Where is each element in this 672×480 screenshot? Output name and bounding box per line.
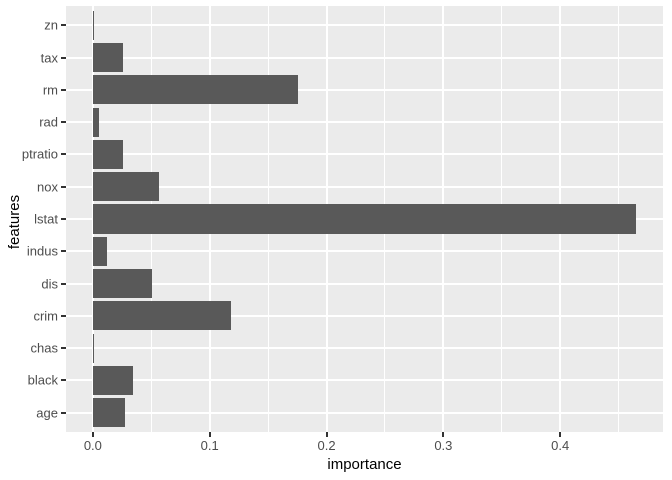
major-gridline-y bbox=[66, 153, 663, 156]
x-tick-label: 0.1 bbox=[200, 438, 219, 453]
y-tick-label-rm: rm bbox=[42, 82, 58, 98]
y-tick-mark bbox=[61, 379, 66, 382]
bar-black bbox=[92, 365, 133, 395]
bar-rm bbox=[92, 75, 299, 105]
y-tick-mark bbox=[61, 121, 66, 124]
major-gridline-y bbox=[66, 121, 663, 124]
x-tick-mark bbox=[325, 432, 328, 437]
y-tick-label-rad: rad bbox=[39, 114, 58, 130]
y-tick-mark bbox=[61, 24, 66, 27]
major-gridline-y bbox=[66, 282, 663, 285]
major-gridline-y bbox=[66, 411, 663, 414]
y-tick-label-age: age bbox=[36, 405, 58, 421]
y-tick-mark bbox=[61, 411, 66, 414]
x-tick-label: 0.3 bbox=[434, 438, 453, 453]
y-tick-mark bbox=[61, 153, 66, 156]
bar-chas bbox=[92, 333, 95, 363]
bar-zn bbox=[92, 10, 95, 40]
y-tick-label-tax: tax bbox=[40, 50, 58, 66]
bar-lstat bbox=[92, 204, 636, 234]
x-tick-mark bbox=[91, 432, 94, 437]
x-axis-title: importance bbox=[327, 456, 402, 473]
bar-dis bbox=[92, 269, 152, 299]
y-tick-label-crim: crim bbox=[33, 308, 58, 324]
bar-ptratio bbox=[92, 139, 123, 169]
y-tick-mark bbox=[61, 56, 66, 59]
y-tick-label-chas: chas bbox=[30, 340, 58, 356]
y-tick-label-zn: zn bbox=[44, 17, 58, 33]
major-gridline-y bbox=[66, 24, 663, 27]
bar-age bbox=[92, 398, 125, 428]
x-tick-mark bbox=[208, 432, 211, 437]
major-gridline-y bbox=[66, 185, 663, 188]
major-gridline-y bbox=[66, 88, 663, 91]
x-tick-mark bbox=[442, 432, 445, 437]
major-gridline-y bbox=[66, 56, 663, 59]
y-tick-label-lstat: lstat bbox=[34, 211, 58, 227]
x-tick-mark bbox=[559, 432, 562, 437]
bar-nox bbox=[92, 172, 159, 202]
bar-tax bbox=[92, 43, 124, 73]
y-tick-label-dis: dis bbox=[41, 276, 58, 292]
y-tick-label-ptratio: ptratio bbox=[21, 146, 58, 162]
major-gridline-y bbox=[66, 314, 663, 317]
y-tick-label-indus: indus bbox=[26, 243, 58, 259]
bar-indus bbox=[92, 236, 108, 266]
y-tick-mark bbox=[61, 347, 66, 350]
y-tick-mark bbox=[61, 218, 66, 220]
plot-panel bbox=[66, 6, 663, 432]
y-tick-mark bbox=[61, 282, 66, 285]
x-tick-label: 0.2 bbox=[317, 438, 336, 453]
y-axis-title: features bbox=[6, 194, 23, 250]
y-tick-label-black: black bbox=[27, 372, 58, 388]
y-tick-label-nox: nox bbox=[37, 179, 58, 195]
major-gridline-y bbox=[66, 379, 663, 382]
bar-crim bbox=[92, 301, 231, 331]
major-gridline-y bbox=[66, 250, 663, 253]
x-tick-label: 0.0 bbox=[83, 438, 102, 453]
x-tick-label: 0.4 bbox=[551, 438, 570, 453]
major-gridline-y bbox=[66, 347, 663, 350]
y-tick-mark bbox=[61, 88, 66, 91]
y-tick-mark bbox=[61, 185, 66, 188]
y-tick-mark bbox=[61, 314, 66, 317]
y-tick-mark bbox=[61, 250, 66, 253]
bar-rad bbox=[92, 107, 100, 137]
